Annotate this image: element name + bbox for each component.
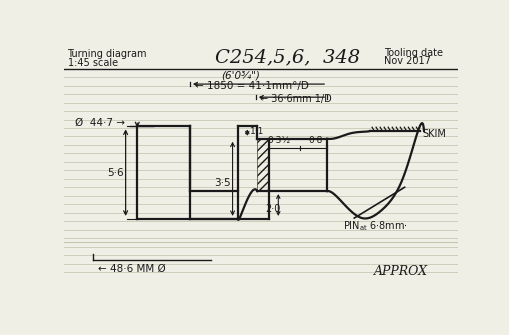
Text: (6'0¾"): (6'0¾") [221,71,260,81]
Text: Ø  44·7 →: Ø 44·7 → [75,118,125,128]
Text: C254,5,6,  348: C254,5,6, 348 [215,48,360,66]
Text: Tooling date: Tooling date [384,48,443,58]
Text: 0·8: 0·8 [308,136,323,145]
Text: 1:45 scale: 1:45 scale [68,58,118,68]
Text: $\mathrm{PIN_{at}}$ 6$\cdot$8mm$\cdot$: $\mathrm{PIN_{at}}$ 6$\cdot$8mm$\cdot$ [343,220,408,233]
Text: 1·1: 1·1 [249,127,264,136]
Text: 3·5: 3·5 [214,178,231,188]
Text: APPROX: APPROX [374,265,428,278]
Text: 2·0: 2·0 [265,204,280,214]
Text: Turning diagram: Turning diagram [68,50,147,59]
Text: ← 1850 = 41·1mm°/D: ← 1850 = 41·1mm°/D [195,81,309,91]
Text: ← 48·6 MM Ø: ← 48·6 MM Ø [99,264,166,274]
Text: 0·3½: 0·3½ [268,136,291,145]
Text: SKIM: SKIM [422,129,446,139]
Text: Nov 2017: Nov 2017 [384,56,431,66]
Text: 5·6: 5·6 [107,168,124,178]
Text: ← 36·6mm 1/D: ← 36·6mm 1/D [260,94,331,104]
